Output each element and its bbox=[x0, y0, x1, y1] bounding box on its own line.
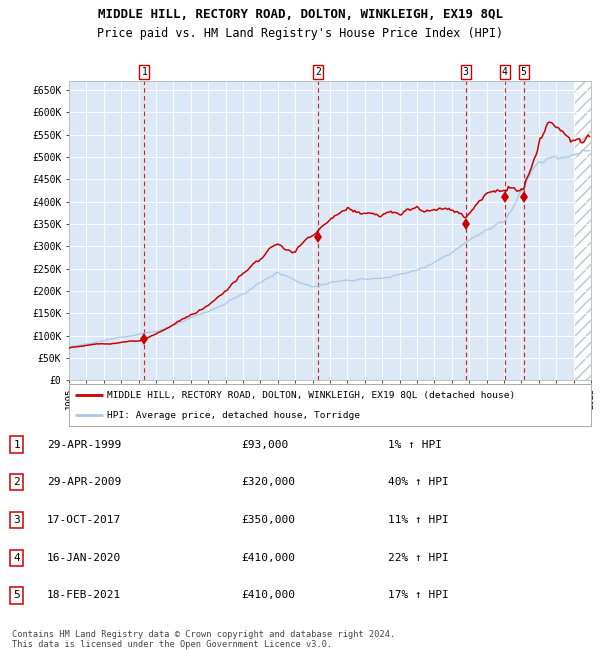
Text: 22% ↑ HPI: 22% ↑ HPI bbox=[388, 552, 449, 563]
Text: 2: 2 bbox=[316, 67, 321, 77]
Text: 16-JAN-2020: 16-JAN-2020 bbox=[47, 552, 121, 563]
Text: MIDDLE HILL, RECTORY ROAD, DOLTON, WINKLEIGH, EX19 8QL: MIDDLE HILL, RECTORY ROAD, DOLTON, WINKL… bbox=[97, 8, 503, 21]
Text: £410,000: £410,000 bbox=[241, 590, 295, 601]
Text: 2: 2 bbox=[13, 477, 20, 488]
Text: 3: 3 bbox=[13, 515, 20, 525]
Text: MIDDLE HILL, RECTORY ROAD, DOLTON, WINKLEIGH, EX19 8QL (detached house): MIDDLE HILL, RECTORY ROAD, DOLTON, WINKL… bbox=[107, 391, 515, 400]
Text: 1: 1 bbox=[142, 67, 147, 77]
Text: 11% ↑ HPI: 11% ↑ HPI bbox=[388, 515, 449, 525]
Text: 5: 5 bbox=[13, 590, 20, 601]
Text: 29-APR-1999: 29-APR-1999 bbox=[47, 439, 121, 450]
Text: 3: 3 bbox=[463, 67, 469, 77]
Text: 17-OCT-2017: 17-OCT-2017 bbox=[47, 515, 121, 525]
Text: 4: 4 bbox=[13, 552, 20, 563]
Text: 18-FEB-2021: 18-FEB-2021 bbox=[47, 590, 121, 601]
Text: £350,000: £350,000 bbox=[241, 515, 295, 525]
Text: HPI: Average price, detached house, Torridge: HPI: Average price, detached house, Torr… bbox=[107, 411, 359, 420]
Text: 29-APR-2009: 29-APR-2009 bbox=[47, 477, 121, 488]
Text: Contains HM Land Registry data © Crown copyright and database right 2024.
This d: Contains HM Land Registry data © Crown c… bbox=[12, 630, 395, 649]
Text: Price paid vs. HM Land Registry's House Price Index (HPI): Price paid vs. HM Land Registry's House … bbox=[97, 27, 503, 40]
Text: 40% ↑ HPI: 40% ↑ HPI bbox=[388, 477, 449, 488]
Text: 5: 5 bbox=[521, 67, 527, 77]
Text: 4: 4 bbox=[502, 67, 508, 77]
Text: 1: 1 bbox=[13, 439, 20, 450]
Text: £93,000: £93,000 bbox=[241, 439, 289, 450]
Text: £410,000: £410,000 bbox=[241, 552, 295, 563]
Text: 17% ↑ HPI: 17% ↑ HPI bbox=[388, 590, 449, 601]
Text: £320,000: £320,000 bbox=[241, 477, 295, 488]
Text: 1% ↑ HPI: 1% ↑ HPI bbox=[388, 439, 442, 450]
